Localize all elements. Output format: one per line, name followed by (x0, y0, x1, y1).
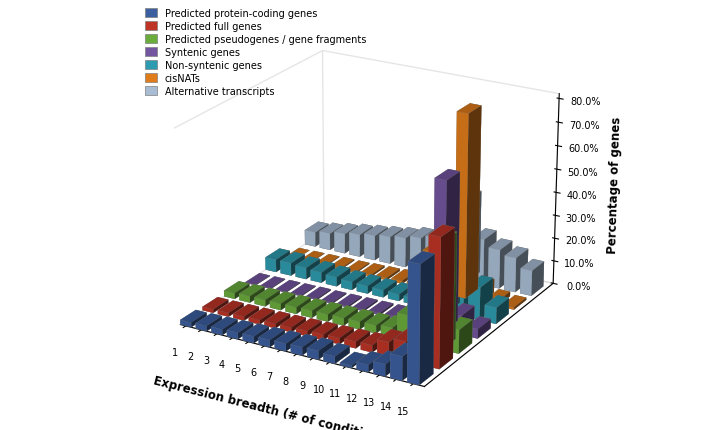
Legend: Predicted protein-coding genes, Predicted full genes, Predicted pseudogenes / ge: Predicted protein-coding genes, Predicte… (145, 9, 366, 96)
X-axis label: Expression breadth (# of conditions): Expression breadth (# of conditions) (152, 373, 392, 430)
